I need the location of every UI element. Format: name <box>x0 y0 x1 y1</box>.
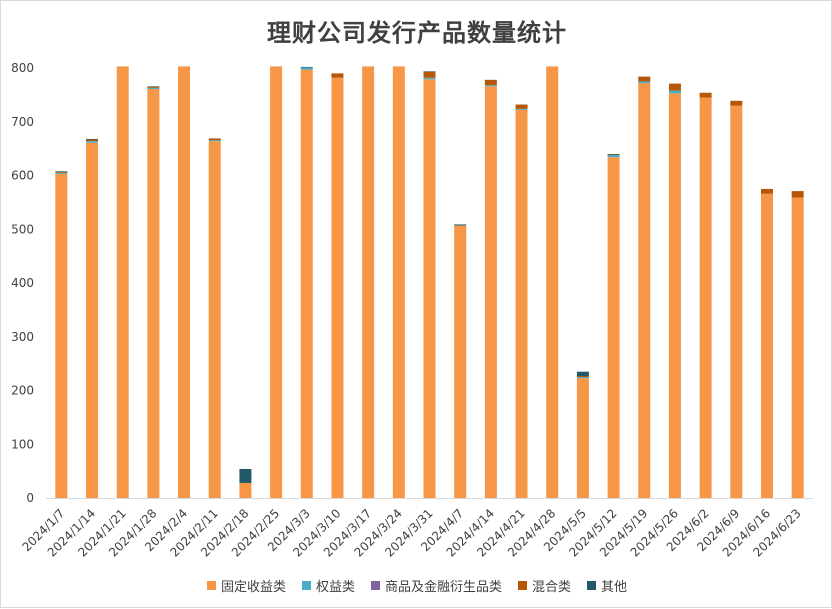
legend-swatch <box>587 581 597 590</box>
bar-segment-1 <box>730 105 743 499</box>
bar-segment-4 <box>668 83 681 91</box>
bar-segment-2 <box>576 377 589 379</box>
bar-segment-1 <box>116 66 129 498</box>
legend-item: 权益类 <box>301 576 355 595</box>
chart-title: 理财公司发行产品数量统计 <box>267 19 567 47</box>
bar-segment-2 <box>147 87 160 89</box>
bar-segment-1 <box>86 142 99 498</box>
y-tick-label: 400 <box>11 276 34 290</box>
bar-segment-5 <box>607 154 620 155</box>
bar-segment-4 <box>484 79 497 86</box>
y-tick-label: 500 <box>11 222 34 236</box>
bar-segment-5 <box>576 371 589 376</box>
bar-segment-2 <box>668 90 681 94</box>
bar-segment-4 <box>147 86 160 88</box>
bar-segment-1 <box>239 482 252 498</box>
bar-segment-5 <box>454 224 467 225</box>
bar-segment-2 <box>484 85 497 87</box>
bar-segment-1 <box>484 86 497 499</box>
bar-segment-1 <box>699 97 712 498</box>
bar-segment-4 <box>760 188 773 194</box>
bar-segment-5 <box>86 138 99 140</box>
bar-segment-4 <box>331 73 344 78</box>
bar-segment-1 <box>454 226 467 498</box>
bar-segment-2 <box>515 108 528 110</box>
bar-segment-5 <box>55 171 68 172</box>
bar-segment-4 <box>55 171 68 173</box>
legend: 固定收益类 权益类 商品及金融衍生品类 混合类 其他 <box>1 576 832 595</box>
bar-segment-1 <box>607 157 620 499</box>
legend-swatch <box>370 581 380 590</box>
legend-swatch <box>518 581 527 590</box>
bar-segment-5 <box>147 86 160 87</box>
legend-label: 固定收益类 <box>220 580 286 595</box>
bar-segment-2 <box>55 172 68 174</box>
bar-segment-1 <box>208 141 221 498</box>
y-tick-label: 300 <box>11 330 34 344</box>
legend-item: 混合类 <box>518 576 571 595</box>
bar-segment-2 <box>607 155 620 158</box>
bar-segment-1 <box>300 69 313 499</box>
bar-segment-4 <box>515 104 528 109</box>
bar-segment-4 <box>699 92 712 98</box>
legend-swatch <box>206 581 216 590</box>
bar-segment-4 <box>423 71 436 78</box>
bar-segment-1 <box>147 88 160 499</box>
bar-segment-5 <box>239 468 252 483</box>
bar-segment-4 <box>576 375 589 378</box>
bar-segment-1 <box>791 197 804 499</box>
bar-segment-1 <box>638 83 651 499</box>
y-tick-label: 0 <box>26 491 34 505</box>
bar-segment-1 <box>392 66 405 498</box>
bar-segment-2 <box>300 67 313 70</box>
legend-item: 商品及金融衍生品类 <box>370 576 502 595</box>
bar-segment-4 <box>638 76 651 82</box>
bar-segment-4 <box>86 139 99 142</box>
bar-segment-5 <box>300 66 313 68</box>
y-tick-label: 200 <box>11 384 34 398</box>
bar-segment-1 <box>546 66 559 498</box>
bar-segment-1 <box>178 66 191 498</box>
bar-segment-4 <box>454 224 467 226</box>
bar-segment-1 <box>55 173 68 498</box>
bar-segment-1 <box>331 77 344 499</box>
bar-segment-1 <box>576 378 589 498</box>
legend-label: 商品及金融衍生品类 <box>384 580 502 595</box>
bar-segment-1 <box>668 93 681 498</box>
y-tick-label: 600 <box>11 169 34 183</box>
y-tick-label: 100 <box>11 437 34 451</box>
bar-segment-4 <box>607 154 620 156</box>
bar-segment-1 <box>270 66 283 498</box>
bar-segment-1 <box>760 193 773 498</box>
y-tick-label: 700 <box>11 115 34 129</box>
bar-segment-4 <box>791 191 804 198</box>
bar-segment-4 <box>208 138 221 141</box>
bar-segment-2 <box>208 140 221 142</box>
bar-segment-2 <box>454 225 467 227</box>
bar-segment-2 <box>86 141 99 143</box>
legend-item: 其他 <box>587 576 627 595</box>
legend-label: 混合类 <box>532 580 572 595</box>
bar-segment-1 <box>423 79 436 498</box>
legend-item: 固定收益类 <box>206 576 286 595</box>
bar-segment-1 <box>362 66 375 498</box>
bar-segment-5 <box>423 71 436 72</box>
legend-swatch <box>301 581 311 590</box>
bar-segment-1 <box>515 109 528 499</box>
bar-segment-4 <box>730 100 743 106</box>
legend-label: 其他 <box>601 580 628 595</box>
y-tick-label: 800 <box>11 61 34 75</box>
bar-segment-2 <box>638 81 651 84</box>
legend-label: 权益类 <box>315 580 355 595</box>
bar-segment-2 <box>423 77 436 80</box>
